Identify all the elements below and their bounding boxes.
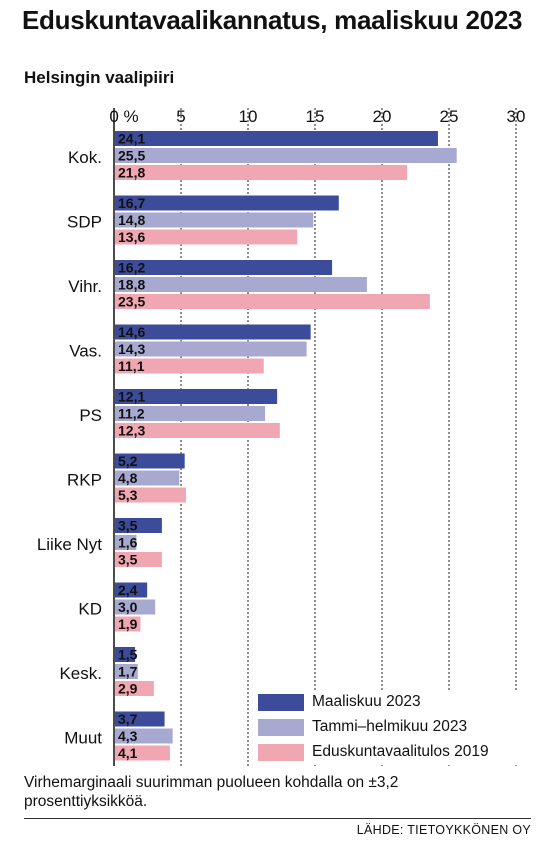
error-margin-note: Virhemarginaali suurimman puolueen kohda…	[24, 774, 399, 810]
category-labels: Kok. SDP Vihr. Vas. PS RKP Liike Nyt KD Kesk. Muu…	[37, 148, 102, 748]
bar	[115, 711, 165, 727]
legend-label: Tammi–helmikuu 2023	[312, 718, 468, 735]
legend-item-tammi-helmikuu: Tammi–helmikuu 2023	[258, 715, 520, 739]
data-label: 25,5	[118, 148, 145, 164]
data-label: 14,3	[118, 341, 145, 357]
data-label: 21,8	[118, 165, 145, 181]
data-label: 1,9	[118, 616, 138, 632]
bar	[115, 535, 137, 550]
bar	[115, 487, 187, 503]
bar	[115, 277, 367, 292]
bar	[115, 406, 266, 421]
x-tick-label: 20	[373, 107, 392, 126]
source-divider	[24, 818, 531, 819]
legend-item-maaliskuu: Maaliskuu 2023	[258, 690, 520, 714]
legend-swatch	[258, 743, 304, 761]
bar	[115, 453, 185, 469]
data-label: 2,9	[118, 681, 138, 697]
category-label: Vas.	[69, 342, 102, 361]
data-label: 4,3	[118, 728, 138, 744]
data-label: 3,5	[118, 552, 138, 568]
data-label: 5,3	[118, 487, 138, 503]
x-tick-label: 25	[440, 107, 459, 126]
bar-chart: 0 % 5 10 15 20 25 30 24,125,521,8 16,714,813,6 1…	[37, 107, 525, 766]
data-label: 5,2	[118, 453, 138, 469]
category-label: KD	[78, 600, 102, 619]
bar	[115, 389, 278, 404]
category-label: RKP	[67, 471, 102, 490]
bar	[115, 294, 430, 309]
bar	[115, 552, 162, 567]
data-label: 3,5	[118, 518, 138, 534]
data-label: 16,2	[118, 260, 145, 276]
data-label: 4,8	[118, 470, 138, 486]
bar	[115, 165, 408, 180]
chart-title: Eduskuntavaalikannatus, maaliskuu 2023	[22, 5, 523, 35]
bar	[115, 647, 136, 662]
x-tick-label: 15	[306, 107, 325, 126]
data-label: 12,1	[118, 389, 145, 405]
chart-subtitle: Helsingin vaalipiiri	[24, 68, 175, 87]
data-label: 1,6	[118, 535, 138, 551]
bar	[115, 616, 141, 632]
bar	[115, 470, 180, 486]
category-label: SDP	[67, 213, 102, 232]
bar	[115, 664, 138, 679]
data-label: 16,7	[118, 195, 145, 211]
source-credit: LÄHDE: TIETOYKKÖNEN OY	[356, 823, 531, 837]
x-tick-label: 5	[176, 107, 185, 126]
category-label: Liike Nyt	[37, 535, 102, 554]
data-label: 14,6	[118, 324, 145, 340]
x-tick-label: 30	[507, 107, 526, 126]
bar	[115, 582, 148, 598]
bar	[115, 148, 457, 163]
bar	[115, 341, 307, 357]
legend-label: Maaliskuu 2023	[312, 693, 421, 710]
data-label: 1,7	[118, 664, 138, 680]
legend-label: Eduskuntavaalitulos 2019	[312, 743, 489, 760]
bar	[115, 358, 264, 374]
data-label: 11,2	[118, 406, 145, 422]
legend-item-vaalitulos-2019: Eduskuntavaalitulos 2019	[258, 740, 520, 764]
data-label: 18,8	[118, 277, 145, 293]
bar	[115, 518, 162, 533]
data-label: 14,8	[118, 212, 145, 228]
data-label: 2,4	[118, 582, 138, 598]
data-label: 24,1	[118, 131, 145, 147]
bar	[115, 212, 314, 228]
legend-swatch	[258, 718, 304, 736]
data-label: 3,7	[118, 711, 138, 727]
data-label: 1,5	[118, 647, 138, 663]
data-label: 13,6	[118, 229, 145, 245]
bars: 24,125,521,8 16,714,813,6 16,218,823,5 14,6…	[115, 131, 457, 761]
bar	[115, 745, 170, 761]
x-tick-label: 10	[239, 107, 258, 126]
bar	[115, 423, 280, 438]
bar	[115, 229, 298, 245]
data-label: 3,0	[118, 599, 138, 615]
data-label: 23,5	[118, 294, 145, 310]
bar	[115, 728, 173, 744]
data-label: 12,3	[118, 423, 145, 439]
bar	[115, 681, 154, 696]
category-label: Muut	[64, 729, 102, 748]
category-label: Kesk.	[59, 664, 102, 683]
category-label: PS	[79, 406, 102, 425]
legend-swatch	[258, 693, 304, 711]
category-label: Vihr.	[68, 277, 102, 296]
legend: Maaliskuu 2023 Tammi–helmikuu 2023 Edusk…	[258, 690, 520, 765]
x-axis-ticks: 0 % 5 10 15 20 25 30	[109, 107, 525, 126]
category-label: Kok.	[68, 148, 102, 167]
x-tick-label: 0 %	[109, 107, 138, 126]
bar	[115, 260, 333, 275]
bar	[115, 195, 339, 211]
bar	[115, 324, 311, 340]
data-label: 4,1	[118, 745, 138, 761]
bar	[115, 599, 156, 615]
data-label: 11,1	[118, 358, 145, 374]
bar	[115, 131, 438, 146]
